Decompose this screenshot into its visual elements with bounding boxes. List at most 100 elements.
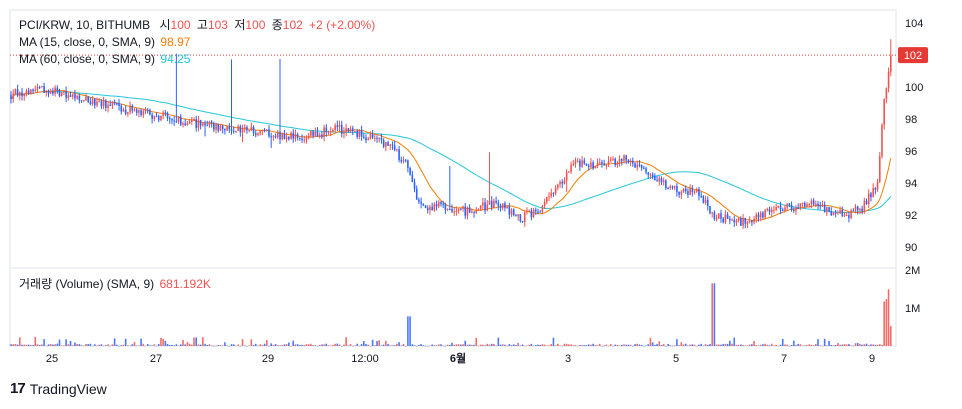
- volume-bar: [155, 345, 158, 347]
- volume-bar: [279, 345, 281, 347]
- volume-bar: [607, 345, 610, 347]
- candle-body: [173, 120, 175, 122]
- volume-bar: [393, 345, 396, 346]
- volume-bar: [140, 338, 142, 346]
- candle-body: [307, 135, 310, 139]
- candle-body: [314, 131, 317, 136]
- volume-bar: [133, 342, 136, 346]
- volume-bar: [515, 345, 517, 346]
- volume-bar: [770, 343, 773, 346]
- candle-body: [680, 191, 683, 195]
- candle-body: [303, 139, 306, 141]
- ma60-value: 94.25: [160, 52, 191, 66]
- candle-body: [120, 105, 123, 112]
- candle-body: [157, 116, 160, 121]
- volume-bar: [290, 345, 292, 347]
- volume-bar: [177, 345, 180, 346]
- volume-bar: [557, 343, 559, 346]
- volume-bar: [102, 345, 105, 347]
- time-axis[interactable]: 25 27 29 12:00 6월 3 5 7 9: [46, 351, 875, 365]
- candle-body: [283, 133, 286, 139]
- volume-bar: [490, 343, 493, 346]
- volume-legend[interactable]: 거래량 (Volume) (SMA, 9) 681.192K: [19, 276, 211, 292]
- time-tick-label: 12:00: [351, 353, 379, 365]
- candle-body: [138, 110, 140, 113]
- candle-body: [332, 129, 334, 132]
- ma15-legend[interactable]: MA (15, close, 0, SMA, 9) 98.97: [19, 34, 190, 50]
- symbol-legend[interactable]: PCI/KRW, 10, BITHUMB 시100 고103 저100 종102…: [19, 17, 375, 33]
- candle-body: [202, 123, 204, 126]
- candle-body: [58, 90, 61, 96]
- volume-bar: [620, 344, 623, 346]
- candle-body: [215, 123, 217, 130]
- volume-bar: [82, 345, 85, 347]
- candle-body: [482, 202, 484, 206]
- candle-body: [768, 208, 771, 213]
- volume-bar: [272, 344, 275, 346]
- candle-body: [718, 213, 720, 219]
- symbol-title: PCI/KRW, 10, BITHUMB: [19, 18, 151, 32]
- candle-body: [118, 103, 120, 106]
- candle-body: [237, 126, 239, 131]
- candle-body: [786, 203, 788, 208]
- grid: [9, 9, 897, 347]
- candle-body: [706, 199, 709, 207]
- volume-bar: [325, 343, 328, 346]
- volume-bar: [281, 345, 284, 346]
- candle-body: [151, 114, 153, 119]
- volume-bar: [878, 344, 881, 346]
- candle-body: [93, 99, 96, 106]
- candle-body: [687, 191, 689, 195]
- ma60-label: MA (60, close, 0, SMA, 9): [19, 52, 156, 66]
- volume-bar: [166, 343, 169, 346]
- candle-body: [305, 138, 308, 140]
- candle-body: [523, 212, 526, 223]
- candle-body: [775, 206, 777, 210]
- volume-bar: [711, 283, 713, 346]
- volume-bar: [658, 341, 661, 346]
- ma60-legend[interactable]: MA (60, close, 0, SMA, 9) 94.25: [19, 51, 190, 67]
- volume-bar: [726, 343, 729, 346]
- candle-body: [464, 206, 467, 216]
- tradingview-brand[interactable]: 17 TradingView: [10, 380, 107, 397]
- candle-body: [122, 109, 125, 112]
- volume-bar: [554, 345, 557, 346]
- candle-body: [45, 90, 48, 93]
- candle-body: [475, 209, 478, 213]
- volume-bar: [495, 345, 497, 347]
- candle-body: [437, 201, 440, 207]
- candle-body: [98, 101, 100, 103]
- candle-body: [826, 207, 828, 213]
- volume-bar: [182, 339, 184, 346]
- price-axis[interactable]: 104 102 100 98 96 94 92 90: [905, 18, 923, 254]
- volume-bar: [312, 345, 314, 346]
- volume-bar: [629, 344, 632, 346]
- volume-bar: [768, 345, 771, 346]
- candle-body: [537, 211, 539, 213]
- candle-body: [30, 89, 32, 95]
- candle-body: [25, 90, 28, 94]
- volume-bar: [603, 345, 605, 346]
- candle-body: [210, 121, 213, 124]
- volume-bar: [49, 343, 52, 346]
- volume-bar: [243, 345, 246, 346]
- volume-bar: [834, 344, 837, 346]
- volume-bar: [285, 344, 288, 346]
- candle-body: [296, 134, 299, 138]
- candle-body: [277, 131, 279, 138]
- candle-body: [107, 104, 109, 108]
- candle-body: [351, 128, 354, 132]
- candle-body: [65, 91, 67, 98]
- tradingview-name: TradingView: [29, 380, 107, 397]
- volume-bar: [316, 345, 319, 347]
- candle-body: [740, 218, 742, 226]
- volume-bar: [369, 345, 372, 347]
- volume-bar: [762, 344, 764, 346]
- candle-body: [658, 178, 661, 182]
- volume-bar: [609, 344, 612, 346]
- volume-bar: [131, 344, 134, 346]
- candle-body: [819, 205, 822, 207]
- candle-body: [592, 162, 594, 169]
- volume-bar: [806, 345, 808, 346]
